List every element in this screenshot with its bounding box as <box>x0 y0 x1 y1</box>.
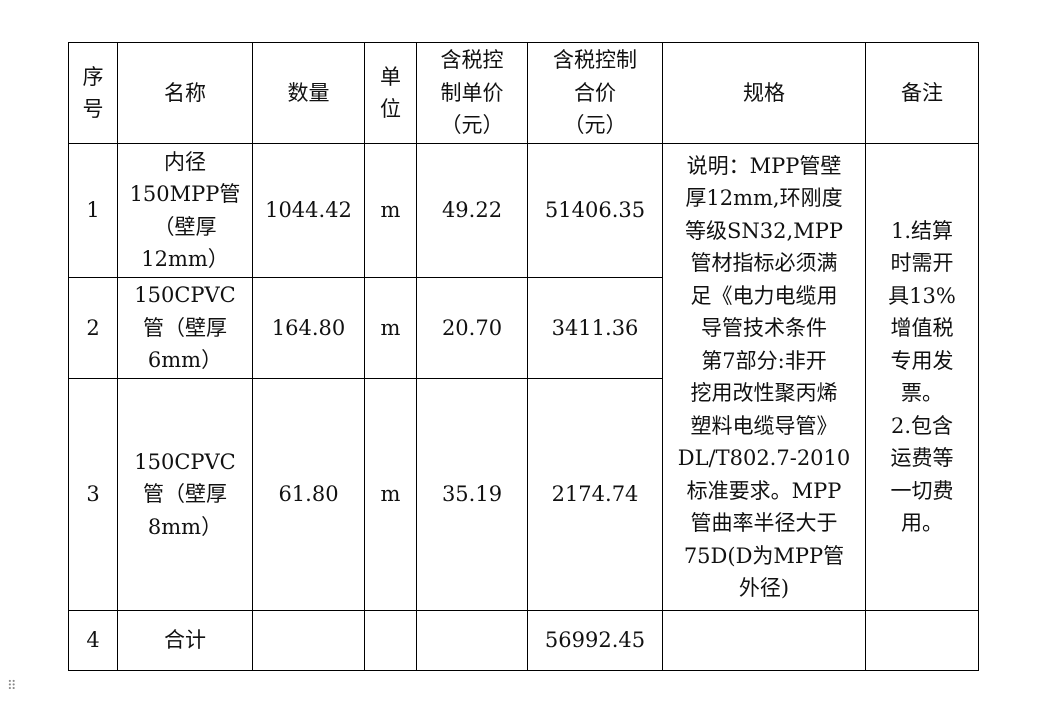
header-qty: 数量 <box>252 42 365 144</box>
header-price: 含税控 制单价 （元） <box>416 42 528 144</box>
cell-qty: 164.80 <box>252 277 365 379</box>
summary-spec <box>662 610 866 671</box>
cell-name: 150CPVC 管（壁厚 8mm） <box>117 378 253 611</box>
cell-unit: m <box>364 277 417 379</box>
cell-price: 35.19 <box>416 378 528 611</box>
table-row: 3 150CPVC 管（壁厚 8mm） 61.80 m 35.19 2174.7… <box>68 378 979 611</box>
cell-no: 3 <box>68 378 118 611</box>
cell-total: 2174.74 <box>527 378 663 611</box>
summary-row: 4 合计 56992.45 <box>68 610 979 671</box>
drag-handle-icon[interactable]: ⠿ <box>7 679 17 694</box>
cell-qty: 1044.42 <box>252 143 365 278</box>
cell-no: 2 <box>68 277 118 379</box>
header-name: 名称 <box>117 42 253 144</box>
cell-price: 49.22 <box>416 143 528 278</box>
summary-qty <box>252 610 365 671</box>
cell-price: 20.70 <box>416 277 528 379</box>
cell-qty: 61.80 <box>252 378 365 611</box>
cell-unit: m <box>364 378 417 611</box>
summary-price <box>416 610 528 671</box>
header-row: 序 号 名称 数量 单 位 含税控 制单价 （元） 含税控制 合价 （元） 规格… <box>68 42 979 144</box>
table-row: 1 内径 150MPP管 （壁厚 12mm） 1044.42 m 49.22 5… <box>68 143 979 611</box>
header-total: 含税控制 合价 （元） <box>527 42 663 144</box>
header-spec: 规格 <box>662 42 866 144</box>
header-no: 序 号 <box>68 42 118 144</box>
header-unit: 单 位 <box>364 42 417 144</box>
price-table: 序 号 名称 数量 单 位 含税控 制单价 （元） 含税控制 合价 （元） 规格… <box>68 42 979 671</box>
cell-name: 150CPVC 管（壁厚 6mm） <box>117 277 253 379</box>
cell-unit: m <box>364 143 417 278</box>
cell-total: 3411.36 <box>527 277 663 379</box>
cell-total: 51406.35 <box>527 143 663 278</box>
table-row: 2 150CPVC 管（壁厚 6mm） 164.80 m 20.70 3411.… <box>68 277 979 379</box>
summary-label: 合计 <box>117 610 253 671</box>
summary-no: 4 <box>68 610 118 671</box>
cell-no: 1 <box>68 143 118 278</box>
summary-remarks <box>865 610 979 671</box>
header-remarks: 备注 <box>865 42 979 144</box>
summary-unit <box>364 610 417 671</box>
cell-spec: 说明：MPP管壁 厚12mm,环刚度 等级SN32,MPP 管材指标必须满 足《… <box>662 143 866 611</box>
cell-name: 内径 150MPP管 （壁厚 12mm） <box>117 143 253 278</box>
cell-remarks: 1.结算 时需开 具13% 增值税 专用发 票。 2.包含 运费等 一切费 用。 <box>865 143 979 611</box>
summary-total: 56992.45 <box>527 610 663 671</box>
